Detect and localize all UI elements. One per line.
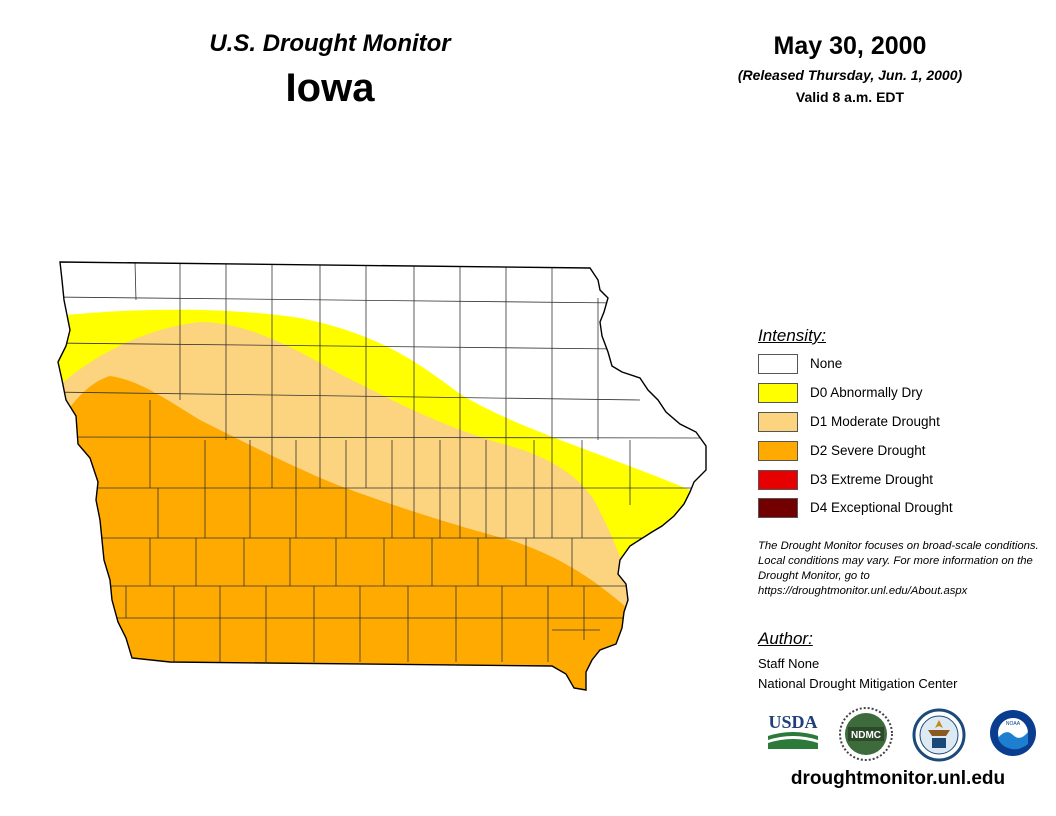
map-date: May 30, 2000 (773, 32, 927, 60)
legend-label: D2 Severe Drought (810, 443, 926, 458)
author-heading: Author: (758, 629, 813, 648)
legend-label: D4 Exceptional Drought (810, 500, 953, 515)
author-organization: National Drought Mitigation Center (758, 676, 958, 691)
map-title-state: Iowa (285, 66, 375, 110)
legend-label: D0 Abnormally Dry (810, 385, 923, 400)
legend-swatch (758, 383, 798, 403)
release-date: (Released Thursday, Jun. 1, 2000) (737, 67, 963, 83)
usda-logo-text: USDA (768, 712, 817, 732)
ndmc-logo-text: NDMC (851, 730, 881, 741)
county-lines (58, 262, 701, 662)
doc-seal-logo (912, 708, 966, 762)
valid-time: Valid 8 a.m. EDT (795, 89, 905, 105)
usda-logo: USDA (768, 712, 818, 749)
legend-label: D3 Extreme Drought (810, 472, 934, 487)
legend-swatch (758, 470, 798, 490)
legend-label: D1 Moderate Drought (810, 414, 940, 429)
drought-monitor-note: The Drought Monitor focuses on broad-sca… (758, 540, 1039, 597)
legend-label: None (810, 356, 843, 371)
iowa-state-outline (57, 261, 707, 691)
legend-title: Intensity: (758, 326, 827, 345)
map-subtitle: U.S. Drought Monitor (209, 30, 451, 57)
noaa-logo: NOAA (990, 710, 1036, 756)
legend-swatch (758, 412, 798, 432)
legend-swatch (758, 354, 798, 374)
noaa-logo-text: NOAA (1006, 721, 1021, 727)
legend-swatch (758, 441, 798, 461)
ndmc-logo: NDMC (839, 707, 893, 761)
author-name: Staff None (758, 656, 820, 671)
footer-url[interactable]: droughtmonitor.unl.edu (790, 768, 1006, 789)
legend-swatch (758, 498, 798, 518)
